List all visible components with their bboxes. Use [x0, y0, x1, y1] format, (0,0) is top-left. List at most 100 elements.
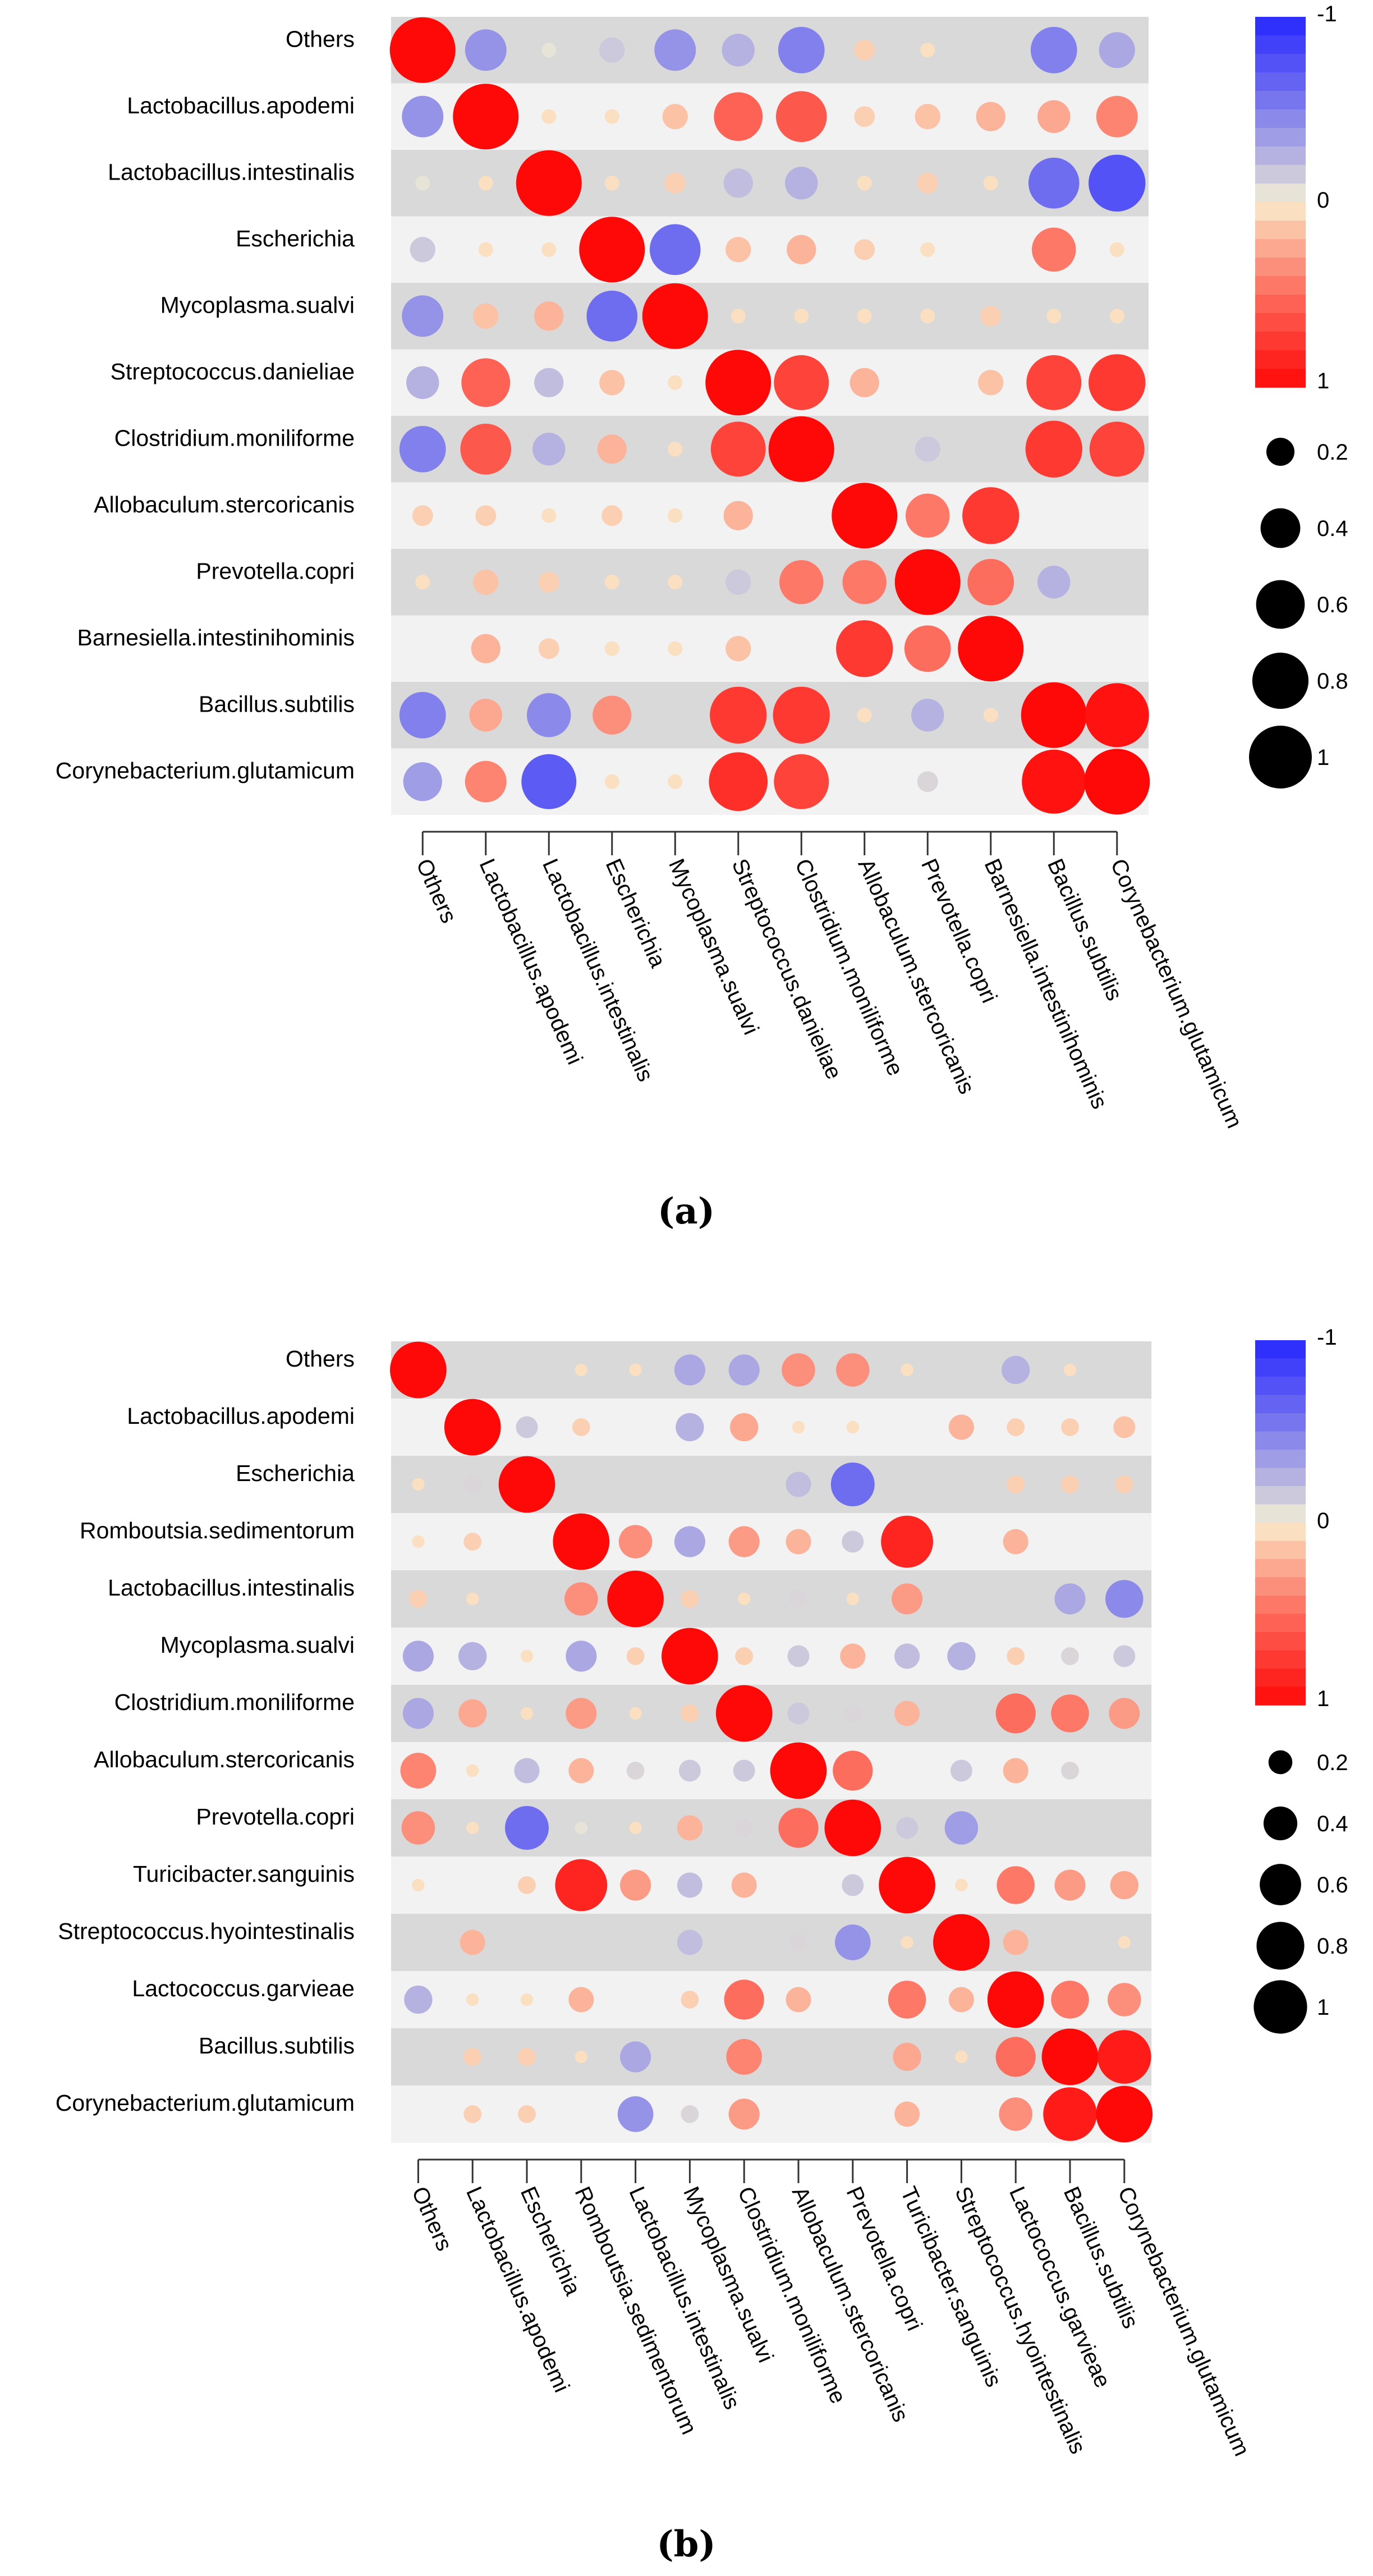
corr-circle: [478, 242, 493, 257]
row-stripe: [391, 2028, 1152, 2085]
corr-circle: [1089, 154, 1146, 212]
corr-circle: [731, 1872, 757, 1898]
corr-circle: [390, 1341, 447, 1399]
corr-circle: [406, 366, 439, 399]
corr-circle: [677, 1929, 702, 1955]
corr-circle: [705, 350, 772, 416]
row-stripe: [391, 1513, 1152, 1570]
corr-circle: [1113, 1645, 1136, 1667]
corr-circle: [842, 1874, 864, 1896]
corr-circle: [664, 172, 686, 194]
corr-circle: [731, 309, 746, 324]
row-label: Others: [286, 26, 355, 52]
legend-swatch: [1255, 1340, 1306, 1359]
x-tick-label: Turicibacter.sanguinis: [896, 2183, 1006, 2391]
corr-circle: [458, 1699, 487, 1728]
corr-circle: [735, 1647, 754, 1665]
corr-circle: [1105, 1580, 1144, 1618]
row-label: Allobaculum.stercoricanis: [94, 1747, 355, 1772]
corr-circle: [947, 1642, 976, 1671]
row-stripe: [391, 1628, 1152, 1685]
row-label: Lactobacillus.intestinalis: [108, 1575, 355, 1601]
corr-circle: [983, 708, 998, 723]
corr-circle: [723, 501, 753, 530]
size-legend-circle: [1256, 1922, 1305, 1970]
corr-circle: [678, 1759, 701, 1782]
corr-circle: [415, 176, 430, 191]
corr-circle: [668, 375, 683, 390]
corr-circle: [412, 1878, 425, 1892]
x-tick-label: Others: [411, 855, 461, 927]
row-label: Bacillus.subtilis: [199, 691, 355, 717]
legend-swatch: [1255, 35, 1306, 54]
corr-circle: [955, 1878, 968, 1892]
corr-circle: [774, 355, 829, 410]
corr-circle: [466, 1821, 479, 1835]
legend-swatch: [1255, 146, 1306, 166]
row-stripe: [391, 17, 1149, 84]
row-label: Others: [286, 1346, 355, 1372]
corr-circle: [399, 691, 446, 739]
corr-circle: [586, 290, 638, 342]
size-legend-circle: [1260, 1864, 1301, 1905]
corr-circle: [463, 2048, 482, 2066]
corr-circle: [674, 1526, 705, 1557]
corr-circle: [1037, 566, 1071, 599]
size-legend-circle: [1249, 726, 1312, 789]
corr-circle: [681, 1590, 699, 1608]
panel-label: (a): [658, 1190, 715, 1232]
legend-swatch: [1255, 239, 1306, 258]
corr-circle: [962, 487, 1020, 544]
row-label: Lactobacillus.apodemi: [127, 1403, 355, 1429]
corr-circle: [920, 43, 935, 58]
corr-circle: [629, 1363, 642, 1377]
row-stripe: [391, 2085, 1152, 2143]
corr-circle: [830, 1463, 875, 1506]
x-tick-label: Escherichia: [601, 855, 671, 971]
legend-swatch: [1255, 54, 1306, 73]
corr-circle: [846, 1592, 860, 1606]
legend-swatch: [1255, 184, 1306, 203]
corr-circle: [520, 1707, 534, 1720]
row-stripe: [391, 1341, 1152, 1399]
corr-circle: [843, 1704, 862, 1722]
corr-circle: [676, 1413, 704, 1442]
corr-circle: [906, 493, 950, 538]
corr-circle: [917, 771, 938, 792]
corr-circle: [681, 1704, 699, 1722]
row-label: Lactococcus.garvieae: [132, 1975, 355, 2001]
corr-circle: [733, 1759, 755, 1782]
size-legend: 0.2 0.4 0.6 0.8 1: [1253, 1750, 1348, 2034]
legend-swatch: [1255, 350, 1306, 369]
corr-circle: [518, 2048, 536, 2066]
row-label: Mycoplasma.sualvi: [160, 292, 355, 318]
corr-circle: [833, 1750, 873, 1791]
corr-circle: [723, 168, 753, 198]
corr-circle: [1063, 1363, 1077, 1377]
corr-circle: [654, 29, 696, 71]
corr-circle: [958, 616, 1024, 682]
corr-circle: [857, 309, 872, 324]
corr-circle: [473, 303, 499, 329]
corr-circle: [710, 421, 766, 477]
legend-tick-label: -1: [1317, 1325, 1337, 1350]
corr-circle: [463, 2105, 482, 2123]
legend-swatch: [1255, 1650, 1306, 1669]
row-label: Corynebacterium.glutamicum: [56, 758, 355, 783]
corr-circle: [518, 2105, 536, 2123]
legend-tick-label: 1: [1317, 1686, 1329, 1711]
legend-swatch: [1255, 1468, 1306, 1487]
corr-circle: [538, 638, 559, 659]
corr-circle: [1051, 1694, 1089, 1732]
corr-circle: [881, 1515, 934, 1568]
corr-circle: [400, 1753, 437, 1789]
corr-circle: [463, 1475, 482, 1493]
corr-circle: [1025, 420, 1082, 478]
corr-circle: [915, 104, 940, 130]
corr-circle: [460, 423, 512, 475]
corr-circle: [516, 150, 582, 216]
corr-circle: [1021, 682, 1087, 748]
corr-circle: [735, 1819, 754, 1837]
corr-circle: [1109, 242, 1124, 257]
corr-circle: [995, 1693, 1036, 1734]
